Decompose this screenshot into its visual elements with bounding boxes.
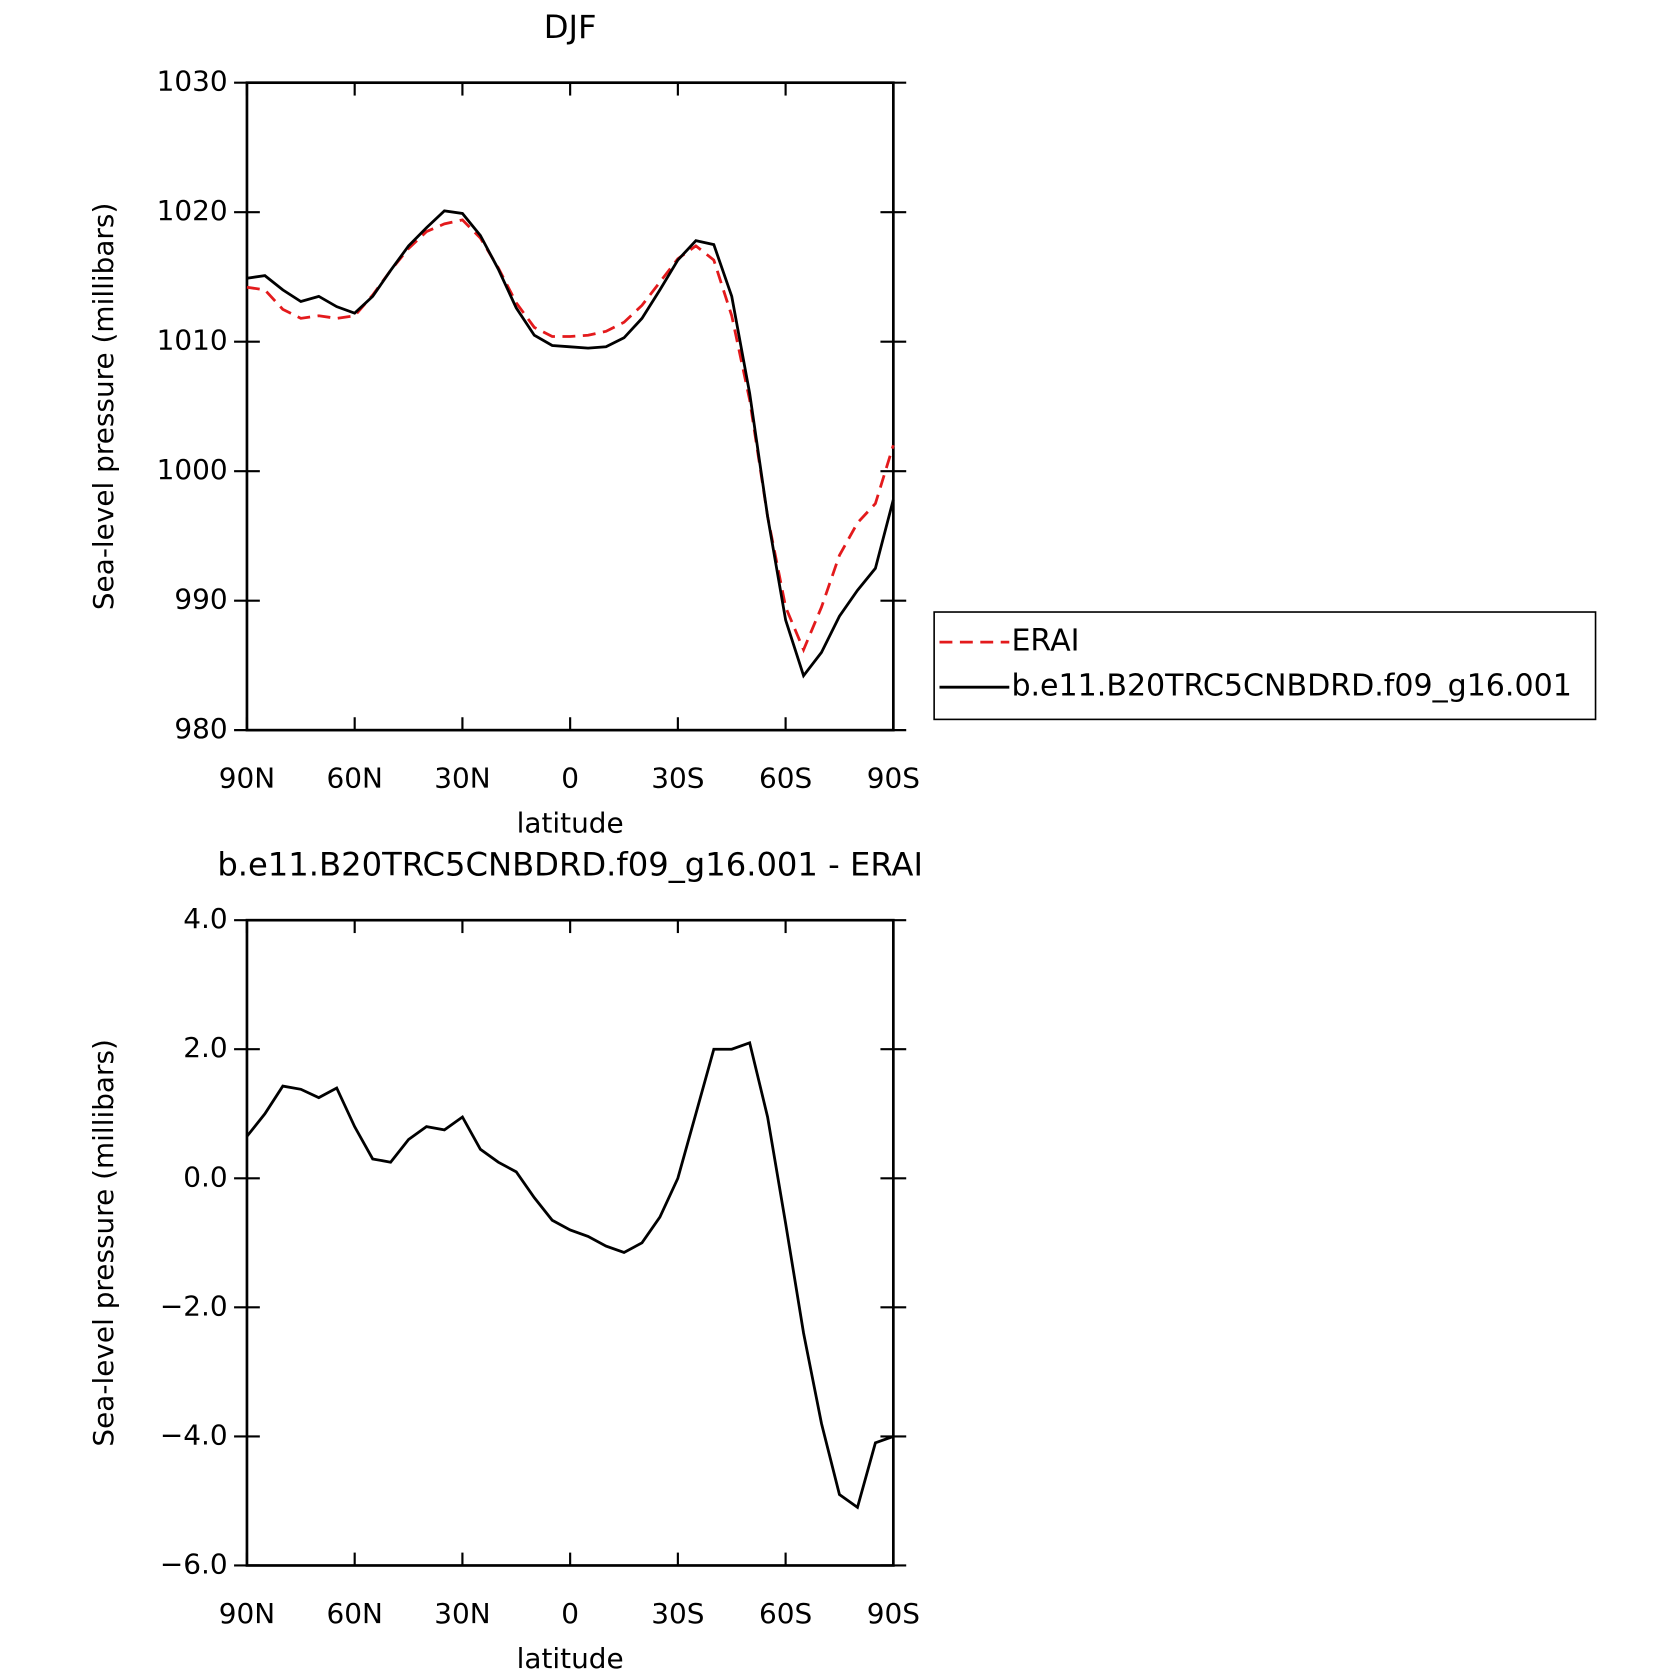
legend-label: ERAI — [1011, 624, 1079, 659]
x-tick-label: 90S — [867, 762, 920, 795]
x-tick-label: 60N — [326, 762, 382, 795]
x-tick-label: 90S — [867, 1597, 920, 1630]
y-tick-label: 2.0 — [183, 1031, 227, 1064]
y-tick-label: 990 — [174, 583, 227, 616]
x-axis-label: latitude — [517, 1642, 624, 1675]
chart-title: DJF — [544, 8, 597, 46]
x-tick-label: 90N — [219, 1597, 275, 1630]
y-axis-label: Sea-level pressure (millibars) — [87, 203, 120, 610]
x-tick-label: 30N — [434, 1597, 490, 1630]
y-tick-label: 0.0 — [183, 1160, 227, 1193]
y-axis-label: Sea-level pressure (millibars) — [87, 1039, 120, 1447]
y-tick-label: 1020 — [157, 194, 228, 227]
x-tick-label: 30S — [651, 1597, 704, 1630]
data-line — [246, 218, 895, 654]
data-line — [245, 1040, 894, 1510]
y-tick-label: 1000 — [157, 453, 228, 486]
y-tick-label: −2.0 — [160, 1289, 228, 1322]
x-axis-label: latitude — [517, 807, 624, 840]
x-tick-label: 0 — [561, 762, 579, 795]
x-tick-label: 60S — [759, 762, 812, 795]
y-tick-label: −4.0 — [160, 1418, 228, 1451]
legend-box — [933, 611, 1597, 721]
y-tick-label: −6.0 — [160, 1547, 228, 1580]
legend-label: b.e11.B20TRC5CNBDRD.f09_g16.001 — [1011, 669, 1571, 704]
x-tick-label: 30N — [434, 762, 490, 795]
plot-frame — [245, 918, 895, 1567]
y-tick-label: 1010 — [157, 324, 228, 357]
x-tick-label: 90N — [219, 762, 275, 795]
x-tick-label: 60N — [326, 1597, 382, 1630]
x-tick-label: 60S — [759, 1597, 812, 1630]
x-tick-label: 0 — [561, 1597, 579, 1630]
chart-title: b.e11.B20TRC5CNBDRD.f09_g16.001 - ERAI — [217, 845, 923, 883]
y-tick-label: 4.0 — [183, 902, 227, 935]
x-tick-label: 30S — [651, 762, 704, 795]
data-line — [246, 209, 895, 679]
y-tick-label: 980 — [174, 712, 227, 745]
y-tick-label: 1030 — [157, 65, 228, 98]
